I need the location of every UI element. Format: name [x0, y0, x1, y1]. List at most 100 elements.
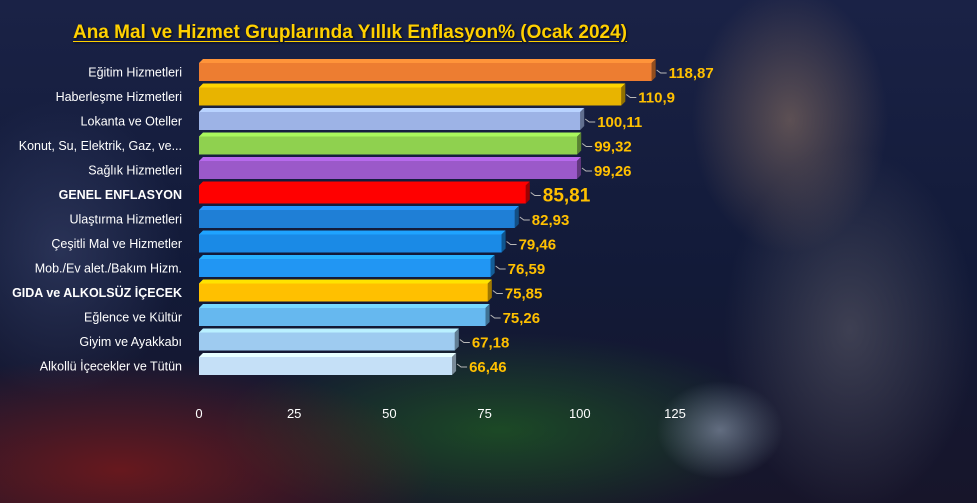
- bar-front-face: [199, 112, 581, 130]
- value-leader-line: [656, 69, 667, 74]
- value-leader-line: [506, 241, 517, 245]
- value-label: 118,87: [669, 65, 714, 82]
- bar-front-face: [199, 332, 455, 351]
- x-tick-label: 50: [382, 406, 396, 421]
- category-label: Lokanta ve Oteller: [81, 115, 182, 129]
- value-label: 66,46: [469, 359, 507, 376]
- bar-top-face: [199, 328, 459, 333]
- x-tick-label: 25: [287, 406, 301, 421]
- bar-side-face: [651, 59, 656, 81]
- value-label: 75,26: [503, 310, 541, 327]
- value-leader-line: [581, 143, 593, 147]
- bar-front-face: [199, 210, 515, 228]
- bars-layer: [199, 59, 656, 375]
- category-label: GENEL ENFLASYON: [59, 188, 182, 202]
- bar-front-face: [199, 63, 652, 81]
- bar-front-face: [199, 185, 526, 204]
- chart-title: Ana Mal ve Hizmet Gruplarında Yıllık Enf…: [72, 22, 627, 43]
- category-label: Eğitim Hizmetleri: [88, 66, 182, 80]
- value-label: 82,93: [532, 212, 570, 229]
- value-leader-line: [492, 290, 503, 294]
- bar-front-face: [199, 136, 578, 155]
- bar-front-face: [199, 308, 486, 326]
- category-label: Eğlence ve Kültür: [84, 311, 182, 325]
- category-label: Çeşitli Mal ve Hizmetler: [51, 237, 182, 251]
- bar-front-face: [199, 259, 491, 277]
- category-label: Mob./Ev alet./Bakım Hizm.: [35, 262, 182, 276]
- bar-front-face: [199, 234, 502, 253]
- bar: [199, 328, 459, 351]
- bar-top-face: [199, 353, 457, 357]
- bar: [199, 304, 490, 326]
- bar-side-face: [485, 304, 490, 326]
- bar: [199, 353, 457, 375]
- category-label: Konut, Su, Elektrik, Gaz, ve...: [19, 139, 182, 153]
- bar-top-face: [199, 230, 506, 235]
- value-leader-line: [519, 216, 530, 221]
- bar-top-face: [199, 304, 490, 308]
- value-label: 99,32: [594, 139, 632, 156]
- bar-top-face: [199, 157, 581, 161]
- bar-front-face: [199, 357, 453, 375]
- bar: [199, 255, 495, 277]
- bar-side-face: [576, 157, 581, 179]
- bar-side-face: [454, 328, 459, 351]
- bar-top-face: [199, 108, 585, 112]
- value-label: 75,85: [505, 286, 543, 303]
- x-tick-label: 125: [664, 406, 686, 421]
- bar-side-face: [621, 83, 626, 106]
- bar-top-face: [199, 83, 626, 88]
- category-label: Ulaştırma Hizmetleri: [69, 213, 182, 227]
- value-leader-line: [490, 314, 501, 319]
- value-leader-line: [530, 192, 541, 196]
- value-label: 85,81: [543, 186, 591, 207]
- x-tick-label: 75: [477, 406, 491, 421]
- bar-front-face: [199, 161, 577, 179]
- category-label: Giyim ve Ayakkabı: [79, 335, 182, 349]
- value-leader-line: [626, 94, 637, 98]
- bar-top-face: [199, 132, 582, 137]
- bar-side-face: [514, 206, 519, 228]
- value-leader-line: [581, 167, 592, 172]
- value-leader-line: [456, 363, 468, 368]
- bar-top-face: [199, 59, 656, 63]
- value-label: 67,18: [472, 335, 510, 352]
- bar-top-face: [199, 279, 492, 284]
- bar-side-face: [490, 255, 495, 277]
- value-label: 110,9: [638, 90, 675, 107]
- category-label: Alkollü İçecekler ve Tütün: [40, 360, 182, 374]
- bar-top-face: [199, 255, 495, 259]
- bar: [199, 279, 492, 302]
- bar: [199, 206, 519, 228]
- value-leader-line: [584, 118, 596, 123]
- category-label: Haberleşme Hizmetleri: [56, 90, 182, 104]
- bar-side-face: [525, 181, 530, 204]
- bar-side-face: [501, 230, 506, 253]
- value-leader-line: [459, 339, 470, 343]
- bar-side-face: [452, 353, 457, 375]
- bar-top-face: [199, 206, 519, 210]
- x-tick-label: 0: [195, 406, 202, 421]
- bar: [199, 181, 530, 204]
- category-label: GIDA ve ALKOLSÜZ İÇECEK: [12, 285, 182, 300]
- bar: [199, 83, 626, 106]
- bar: [199, 108, 585, 130]
- x-axis-ticks: 0 25 50 75 100 125: [195, 406, 685, 421]
- category-labels: Eğitim Hizmetleri Haberleşme Hizmetleri Lo…: [12, 66, 182, 374]
- value-label: 79,46: [519, 237, 557, 254]
- x-tick-label: 100: [569, 406, 591, 421]
- bar-top-face: [199, 181, 530, 186]
- bar: [199, 230, 506, 253]
- category-label: Sağlık Hizmetleri: [88, 164, 182, 178]
- value-label: 100,11: [597, 114, 642, 131]
- bar-front-face: [199, 87, 622, 106]
- value-label: 76,59: [508, 261, 546, 278]
- bar-side-face: [487, 279, 492, 302]
- bar-front-face: [199, 283, 488, 302]
- value-label: 99,26: [594, 163, 632, 180]
- bar-side-face: [580, 108, 585, 130]
- value-leader-line: [495, 265, 506, 270]
- bar: [199, 132, 582, 155]
